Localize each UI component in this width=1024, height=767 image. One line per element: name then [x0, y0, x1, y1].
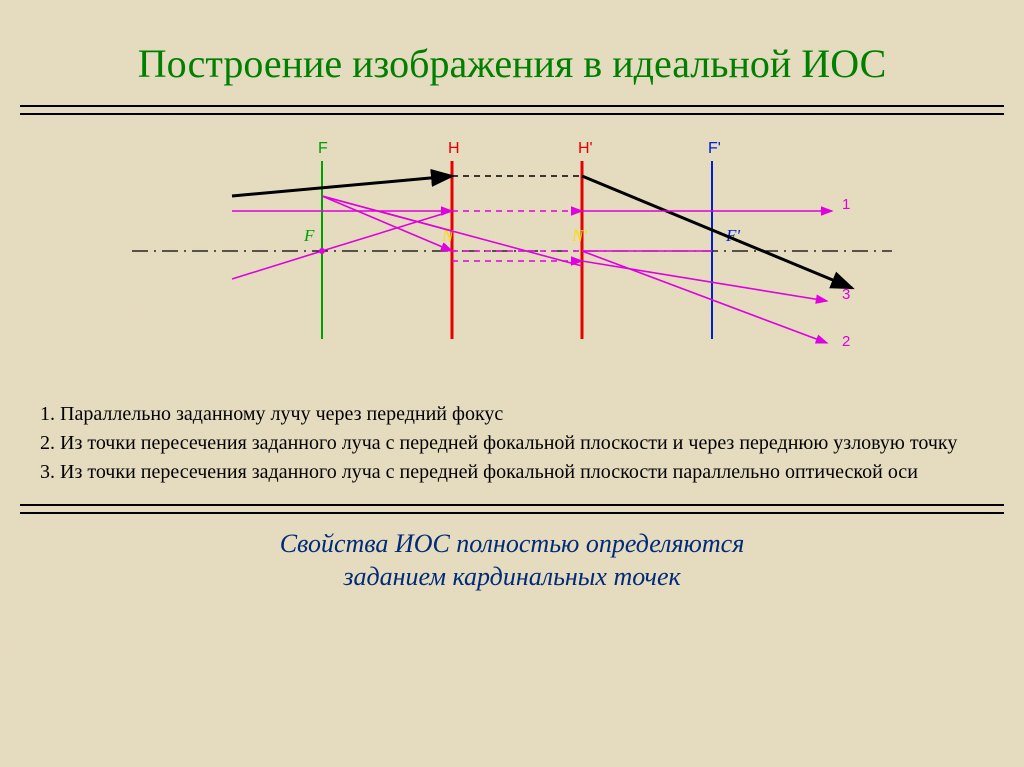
footer-line-1: Свойства ИОС полностью определяются [280, 529, 745, 558]
svg-text:2: 2 [842, 333, 850, 350]
svg-text:H: H [448, 140, 460, 157]
optics-diagram: FFHNH'N'F'F'123 [122, 121, 902, 381]
list-item: Параллельно заданному лучу через передни… [60, 401, 1004, 428]
list-item: Из точки пересечения заданного луча с пе… [60, 430, 1004, 457]
svg-text:F: F [318, 140, 328, 157]
svg-text:3: 3 [842, 286, 850, 303]
svg-text:1: 1 [842, 196, 850, 213]
svg-text:H': H' [578, 140, 593, 157]
svg-text:F': F' [708, 140, 721, 157]
divider-bottom [20, 504, 1004, 514]
list-item: Из точки пересечения заданного луча с пе… [60, 459, 1004, 486]
construction-steps-list: Параллельно заданному лучу через передни… [40, 401, 1004, 486]
footer-line-2: заданием кардинальных точек [343, 562, 680, 591]
svg-text:N': N' [571, 226, 587, 245]
footer-note: Свойства ИОС полностью определяются зада… [0, 528, 1024, 593]
page-title: Построение изображения в идеальной ИОС [0, 0, 1024, 87]
svg-text:F: F [303, 226, 315, 245]
divider-top [20, 105, 1004, 115]
diagram-container: FFHNH'N'F'F'123 [0, 121, 1024, 381]
